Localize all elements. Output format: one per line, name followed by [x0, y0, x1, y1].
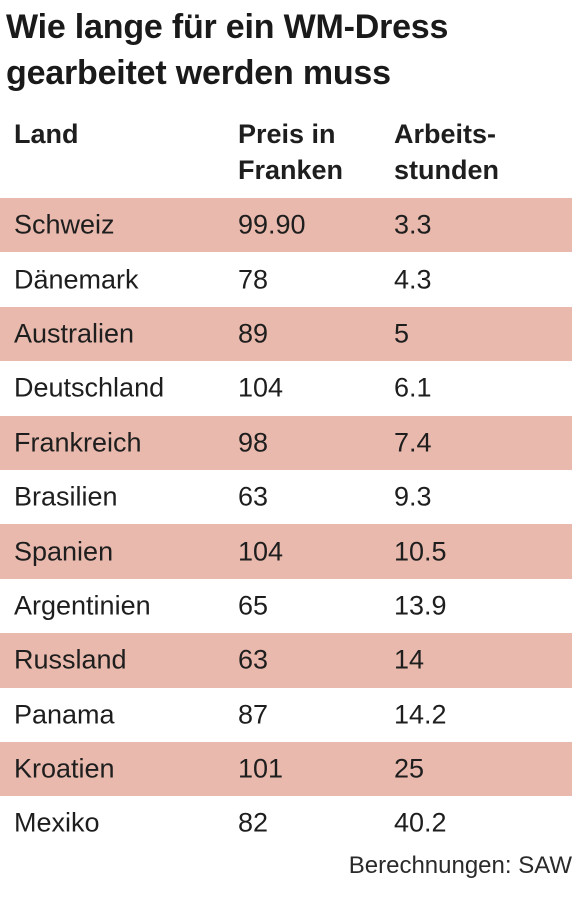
column-header-arbeitsstunden: Arbeits- stunden — [394, 116, 499, 188]
table-row: Australien 89 5 — [0, 306, 572, 362]
land-cell: Russland — [14, 644, 127, 675]
land-cell: Schweiz — [14, 209, 115, 240]
land-cell: Panama — [14, 699, 115, 730]
table-row: Russland 63 14 — [0, 633, 572, 688]
column-header-land-line-1: Land — [14, 119, 79, 149]
preis-cell: 101 — [238, 753, 284, 784]
arbeitsstunden-cell: 7.4 — [394, 427, 432, 458]
column-header-preis-line-1: Preis in — [238, 119, 336, 149]
preis-cell: 87 — [238, 699, 269, 730]
preis-cell: 89 — [238, 318, 269, 349]
arbeitsstunden-cell: 5 — [394, 318, 410, 349]
table-row: Panama 87 14.2 — [0, 688, 572, 742]
table-body: Schweiz 99.90 3.3 Dänemark 78 4.3 Australien 89… — [0, 198, 572, 851]
table-row: Schweiz 99.90 3.3 — [0, 198, 572, 253]
arbeitsstunden-cell: 6.1 — [394, 372, 432, 403]
table-row: Deutschland 104 6.1 — [0, 361, 572, 415]
preis-cell: 63 — [238, 644, 269, 675]
table-row: Brasilien 63 9.3 — [0, 470, 572, 524]
preis-cell: 63 — [238, 481, 269, 512]
table-header: Land Preis in Franken Arbeits- stunden — [0, 116, 582, 192]
table-row: Kroatien 101 25 — [0, 741, 572, 797]
preis-cell: 78 — [238, 264, 269, 295]
land-cell: Mexiko — [14, 807, 100, 838]
table-row: Mexiko 82 40.2 — [0, 796, 572, 850]
column-header-preis-line-2: Franken — [238, 155, 344, 185]
arbeitsstunden-cell: 13.9 — [394, 590, 447, 621]
land-cell: Kroatien — [14, 753, 115, 784]
chart-title-line-2: gearbeitet werden muss — [6, 54, 391, 92]
land-cell: Deutschland — [14, 372, 165, 403]
land-cell: Dänemark — [14, 264, 139, 295]
arbeitsstunden-cell: 9.3 — [394, 481, 432, 512]
arbeitsstunden-cell: 40.2 — [394, 807, 447, 838]
chart-title: Wie lange für ein WM-Dress gearbeitet we… — [6, 4, 576, 96]
land-cell: Frankreich — [14, 427, 142, 458]
preis-cell: 99.90 — [238, 209, 306, 240]
preis-cell: 65 — [238, 590, 269, 621]
arbeitsstunden-cell: 10.5 — [394, 536, 447, 567]
source-note: Berechnungen: SAW — [348, 852, 572, 879]
table-row: Dänemark 78 4.3 — [0, 252, 572, 306]
table-row: Frankreich 98 7.4 — [0, 415, 572, 470]
column-header-arbeitsstunden-line-2: stunden — [394, 155, 499, 185]
chart-title-line-1: Wie lange für ein WM-Dress — [6, 8, 449, 46]
table-row: Argentinien 65 13.9 — [0, 579, 572, 633]
preis-cell: 98 — [238, 427, 269, 458]
preis-cell: 104 — [238, 372, 284, 403]
preis-cell: 104 — [238, 536, 284, 567]
preis-cell: 82 — [238, 807, 269, 838]
arbeitsstunden-cell: 3.3 — [394, 209, 432, 240]
land-cell: Brasilien — [14, 481, 118, 512]
land-cell: Spanien — [14, 536, 114, 567]
arbeitsstunden-cell: 14.2 — [394, 699, 447, 730]
column-header-preis: Preis in Franken — [238, 116, 343, 188]
column-header-land: Land — [14, 116, 79, 152]
land-cell: Australien — [14, 318, 135, 349]
arbeitsstunden-cell: 14 — [394, 644, 425, 675]
arbeitsstunden-cell: 25 — [394, 753, 425, 784]
table-row: Spanien 104 10.5 — [0, 524, 572, 579]
arbeitsstunden-cell: 4.3 — [394, 264, 432, 295]
column-header-arbeitsstunden-line-1: Arbeits- — [394, 119, 497, 149]
land-cell: Argentinien — [14, 590, 151, 621]
